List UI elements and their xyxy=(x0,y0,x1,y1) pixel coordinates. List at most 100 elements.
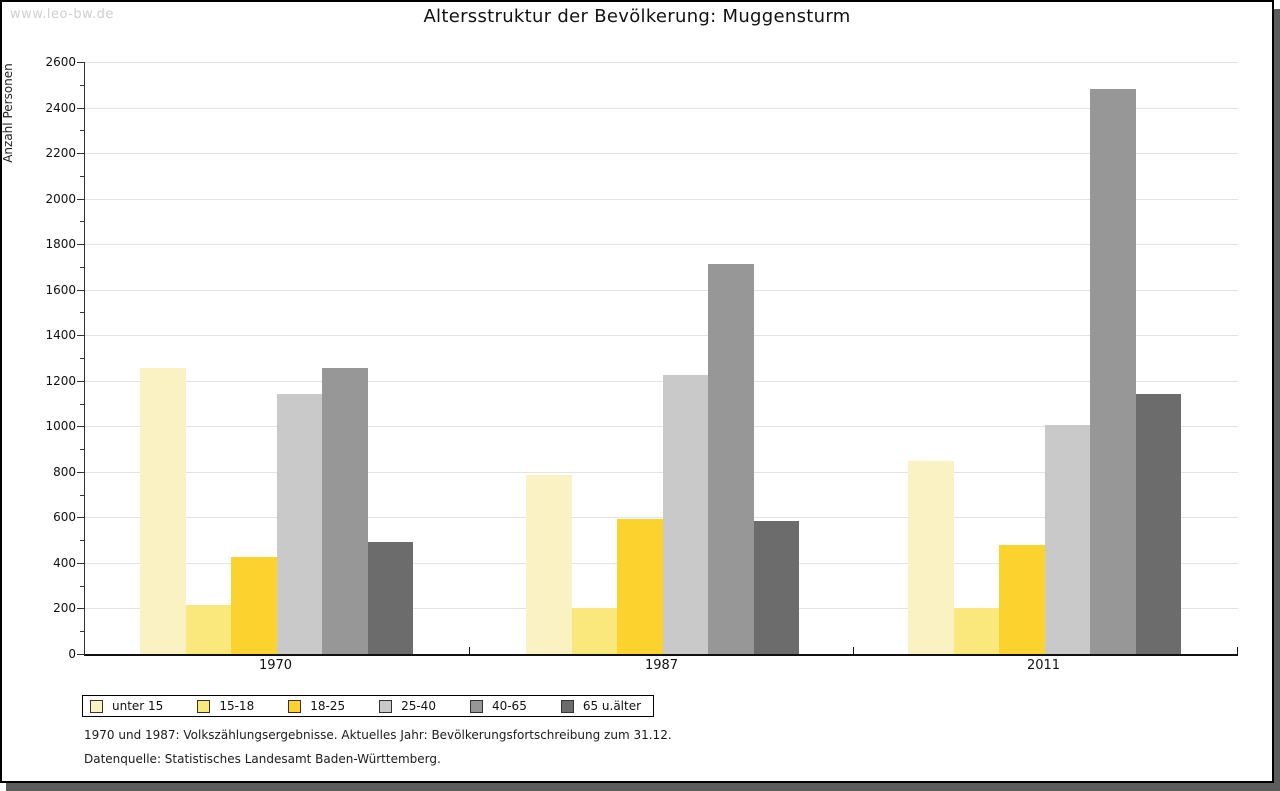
y-tick-label: 2400 xyxy=(45,100,76,115)
y-minor-tick xyxy=(80,540,84,542)
y-tick-label: 2600 xyxy=(45,55,76,69)
gridline xyxy=(85,335,1238,337)
bar-1987-18-25 xyxy=(617,518,663,654)
bar-group-1987 xyxy=(526,62,799,654)
gridline xyxy=(85,289,1238,291)
y-minor-tick xyxy=(80,403,84,405)
legend-entry-65-u-lter: 65 u.älter xyxy=(560,699,642,713)
bar-1987-25-40 xyxy=(662,374,708,654)
y-minor-tick xyxy=(80,631,84,633)
y-major-tick xyxy=(77,153,84,155)
gridline xyxy=(85,198,1238,200)
legend: unter 15 15-18 18-25 25-40 40-65 65 u.älter xyxy=(82,695,655,717)
y-major-tick xyxy=(77,335,84,337)
gridline xyxy=(85,426,1238,428)
y-tick-label: 2200 xyxy=(45,146,76,161)
legend-swatch xyxy=(288,699,302,713)
y-tick-label: 0 xyxy=(68,647,76,661)
y-axis-label: Anzahl Personen xyxy=(1,63,15,163)
legend-entry-25-40: 25-40 xyxy=(379,699,436,713)
y-major-tick xyxy=(77,426,84,428)
y-minor-tick xyxy=(80,175,84,177)
bar-2011-25-40 xyxy=(1044,424,1090,654)
footnote-line: Datenquelle: Statistisches Landesamt Bad… xyxy=(84,752,441,766)
legend-label: 18-25 xyxy=(310,699,346,713)
y-major-tick xyxy=(77,244,84,246)
bar-group-2011 xyxy=(908,62,1181,654)
y-tick-label: 1600 xyxy=(45,282,76,297)
chart-title: Altersstruktur der Bevölkerung: Muggenst… xyxy=(423,6,851,27)
legend-entry-unter-15: unter 15 xyxy=(90,699,163,713)
legend-entry-15-18: 15-18 xyxy=(197,699,254,713)
gridline xyxy=(85,107,1238,109)
y-tick-label: 600 xyxy=(53,510,76,525)
legend-swatch xyxy=(560,699,574,713)
y-major-tick xyxy=(77,198,84,200)
y-major-tick xyxy=(77,380,84,382)
bar-2011-65-u-lter xyxy=(1135,393,1181,654)
y-major-tick xyxy=(77,517,84,519)
legend-label: unter 15 xyxy=(112,699,164,713)
y-tick-label: 1400 xyxy=(45,328,76,343)
plot-area xyxy=(77,62,1238,656)
x-axis-tick xyxy=(1237,647,1238,654)
gridline xyxy=(85,517,1238,519)
y-minor-tick xyxy=(80,585,84,587)
y-minor-tick xyxy=(80,358,84,359)
y-tick-label: 1800 xyxy=(45,237,76,252)
x-axis-tick xyxy=(853,647,854,654)
y-tick-label: 2000 xyxy=(45,191,76,206)
y-tick-label: 400 xyxy=(53,555,76,570)
bar-1987-65-u-lter xyxy=(753,520,799,654)
gridline xyxy=(85,62,1238,63)
y-major-tick xyxy=(77,471,84,473)
bar-2011-40-65 xyxy=(1090,88,1136,654)
y-tick-label: 1200 xyxy=(45,373,76,388)
y-minor-tick xyxy=(80,84,84,86)
gridline xyxy=(85,380,1238,382)
legend-label: 65 u.älter xyxy=(582,699,642,713)
y-major-tick xyxy=(77,107,84,109)
y-minor-tick xyxy=(80,312,84,314)
y-major-tick xyxy=(77,289,84,291)
footnote-line: 1970 und 1987: Volkszählungsergebnisse. … xyxy=(84,728,672,742)
legend-label: 25-40 xyxy=(401,699,436,713)
bar-1970-40-65 xyxy=(322,368,368,654)
watermark: www.leo-bw.de xyxy=(10,7,114,22)
gridline xyxy=(85,471,1238,473)
x-axis-tick xyxy=(469,647,470,654)
legend-swatch xyxy=(197,699,211,713)
bar-2011-18-25 xyxy=(999,545,1045,654)
y-tick-label: 1000 xyxy=(45,419,76,434)
gridline xyxy=(85,153,1238,155)
legend-swatch xyxy=(90,699,103,713)
y-major-tick xyxy=(77,562,84,564)
y-major-tick xyxy=(77,654,84,655)
legend-entry-18-25: 18-25 xyxy=(288,699,345,713)
bar-1987-40-65 xyxy=(708,263,754,654)
x-category-label: 1970 xyxy=(258,658,293,673)
y-tick-label: 800 xyxy=(53,464,76,479)
y-minor-tick xyxy=(80,449,84,451)
y-tick-label: 200 xyxy=(53,601,76,616)
bar-1987-unter-15 xyxy=(526,474,572,654)
y-minor-tick xyxy=(80,266,84,268)
bar-group-1970 xyxy=(140,62,413,654)
y-minor-tick xyxy=(80,221,84,223)
bar-1987-15-18 xyxy=(571,608,617,654)
legend-label: 15-18 xyxy=(219,699,255,713)
footnotes: 1970 und 1987: Volkszählungsergebnisse. … xyxy=(84,728,672,776)
legend-swatch xyxy=(469,699,483,713)
legend-label: 40-65 xyxy=(491,699,527,713)
legend-entry-40-65: 40-65 xyxy=(469,699,527,713)
bar-1970-18-25 xyxy=(231,556,277,654)
x-category-label: 2011 xyxy=(1026,658,1061,673)
bar-1970-unter-15 xyxy=(140,367,186,654)
x-category-label: 1987 xyxy=(644,658,679,673)
bar-2011-unter-15 xyxy=(908,461,954,654)
bar-1970-65-u-lter xyxy=(367,542,413,654)
y-minor-tick xyxy=(80,494,84,496)
y-major-tick xyxy=(77,608,84,610)
bar-1970-25-40 xyxy=(276,393,322,654)
